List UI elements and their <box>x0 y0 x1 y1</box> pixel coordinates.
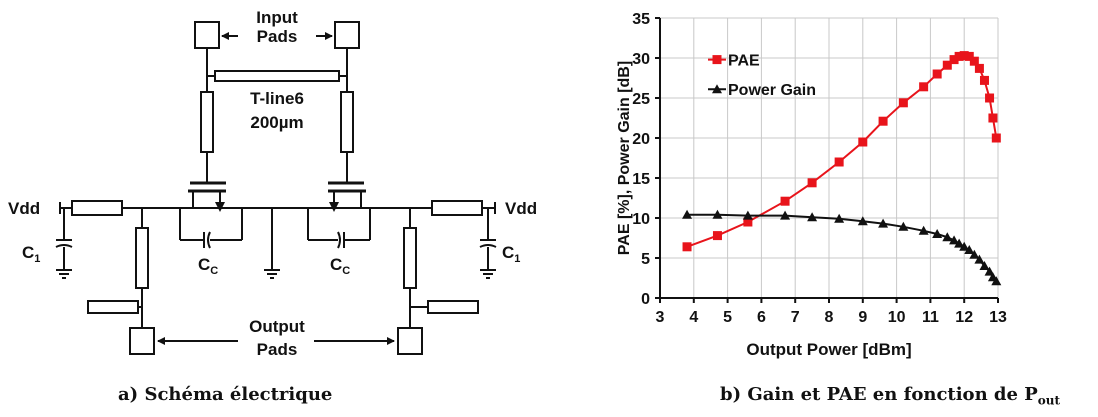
pae-point <box>878 116 888 126</box>
pae-point <box>919 82 929 92</box>
x-axis-label: Output Power [dBm] <box>746 340 911 359</box>
gain-point <box>959 241 970 251</box>
y-tick-label: 25 <box>632 91 650 108</box>
x-tick-label: 11 <box>922 309 939 326</box>
y-tick-label: 20 <box>632 131 650 148</box>
pae-point <box>969 56 979 66</box>
resistor-left <box>71 200 123 216</box>
cc-right-label: CC <box>330 255 350 277</box>
x-tick-label: 9 <box>858 309 867 326</box>
gain-point <box>878 218 889 228</box>
vdd-left-label: Vdd <box>8 199 40 218</box>
pae-line <box>686 54 998 248</box>
caption-right: b) Gain et PAE en fonction de Pout <box>720 384 1061 408</box>
gain-line <box>687 213 998 282</box>
gain-point <box>780 210 791 220</box>
x-tick-label: 12 <box>955 309 973 326</box>
y-tick-label: 30 <box>632 51 650 68</box>
output-pad-left <box>129 327 155 355</box>
y-tick-label: 0 <box>641 291 650 308</box>
pae-point <box>942 60 952 70</box>
gain-point <box>974 254 985 264</box>
gain-point <box>898 221 909 231</box>
x-tick-label: 8 <box>825 309 834 326</box>
gain-point <box>712 84 722 94</box>
pae-point <box>834 157 844 167</box>
x-tick-label: 5 <box>723 309 732 326</box>
pae-point <box>985 93 995 103</box>
pae-point <box>712 55 722 65</box>
gain-point <box>834 213 845 223</box>
pae-point <box>858 137 868 147</box>
gain-point <box>807 212 818 222</box>
input-pad-right <box>334 21 360 49</box>
pae-gain-chart: 0 5 10 15 20 25 30 35 3 4 5 6 7 8 9 10 11 12 13 PAE Power G… <box>616 11 1007 359</box>
cc-left-label: CC <box>198 255 218 277</box>
gain-point <box>932 229 943 238</box>
pae-point <box>988 113 998 123</box>
chart-legend: PAE Power Gain <box>708 53 816 99</box>
y-tick-label: 15 <box>632 171 650 188</box>
legend-label: Power Gain <box>728 82 816 99</box>
c1-left-label: C1 <box>22 243 40 265</box>
pae-point <box>974 63 984 73</box>
resistor-right <box>431 200 483 216</box>
pae-point <box>949 55 959 65</box>
gain-point <box>979 261 990 270</box>
t-line6 <box>214 70 340 82</box>
y-tick-label: 10 <box>632 211 650 228</box>
gain-point <box>857 216 868 226</box>
pae-point <box>807 178 817 188</box>
gain-point <box>949 235 960 245</box>
pae-point <box>898 98 908 108</box>
gain-point <box>682 209 693 219</box>
legend-label: PAE <box>728 53 760 70</box>
pae-point <box>991 133 1001 143</box>
pae-point <box>712 231 722 241</box>
x-tick-label: 7 <box>791 309 800 326</box>
x-tick-label: 3 <box>656 309 665 326</box>
gain-point <box>984 266 995 276</box>
output-pad-right <box>397 327 423 355</box>
pae-point <box>743 217 753 227</box>
y-tick-label: 35 <box>632 11 650 28</box>
pae-point <box>979 75 989 85</box>
gain-point <box>991 276 1002 286</box>
gain-point <box>712 209 723 219</box>
pae-point <box>954 51 964 61</box>
gain-point <box>969 249 980 259</box>
c1-right-label: C1 <box>502 243 520 265</box>
pae-point <box>959 51 969 61</box>
input-pads-label-1: Input <box>256 8 298 27</box>
pae-point <box>932 69 942 79</box>
x-tick-label: 4 <box>689 309 698 326</box>
input-pad-left <box>194 21 220 49</box>
gain-point <box>954 238 965 248</box>
circuit-schematic <box>55 21 497 355</box>
tline-label-1: T-line6 <box>250 89 304 108</box>
input-pads-label-2: Pads <box>257 27 298 46</box>
x-tick-label: 10 <box>888 309 906 326</box>
caption-left: a) Schéma électrique <box>118 384 333 405</box>
x-tick-label: 6 <box>757 309 766 326</box>
output-pads-label-2: Pads <box>257 340 298 359</box>
gain-point <box>964 245 975 254</box>
pae-point <box>964 51 974 61</box>
y-tick-label: 5 <box>641 251 650 268</box>
gain-point <box>942 232 953 242</box>
x-tick-label: 13 <box>989 309 1007 326</box>
gain-point <box>918 225 929 235</box>
chart-axes <box>655 17 999 303</box>
vdd-right-label: Vdd <box>505 199 537 218</box>
output-pads-label-1: Output <box>249 317 305 336</box>
pae-point <box>682 242 692 252</box>
pae-point <box>780 196 790 206</box>
chart-series <box>682 51 1002 286</box>
tline-label-2: 200µm <box>250 113 303 132</box>
chart-grid <box>659 17 999 299</box>
gain-point <box>742 210 753 220</box>
y-axis-label: PAE [%], Power Gain [dB] <box>616 61 633 255</box>
chart-tick-labels: 0 5 10 15 20 25 30 35 3 4 5 6 7 8 9 10 11 12 13 <box>632 11 1007 326</box>
